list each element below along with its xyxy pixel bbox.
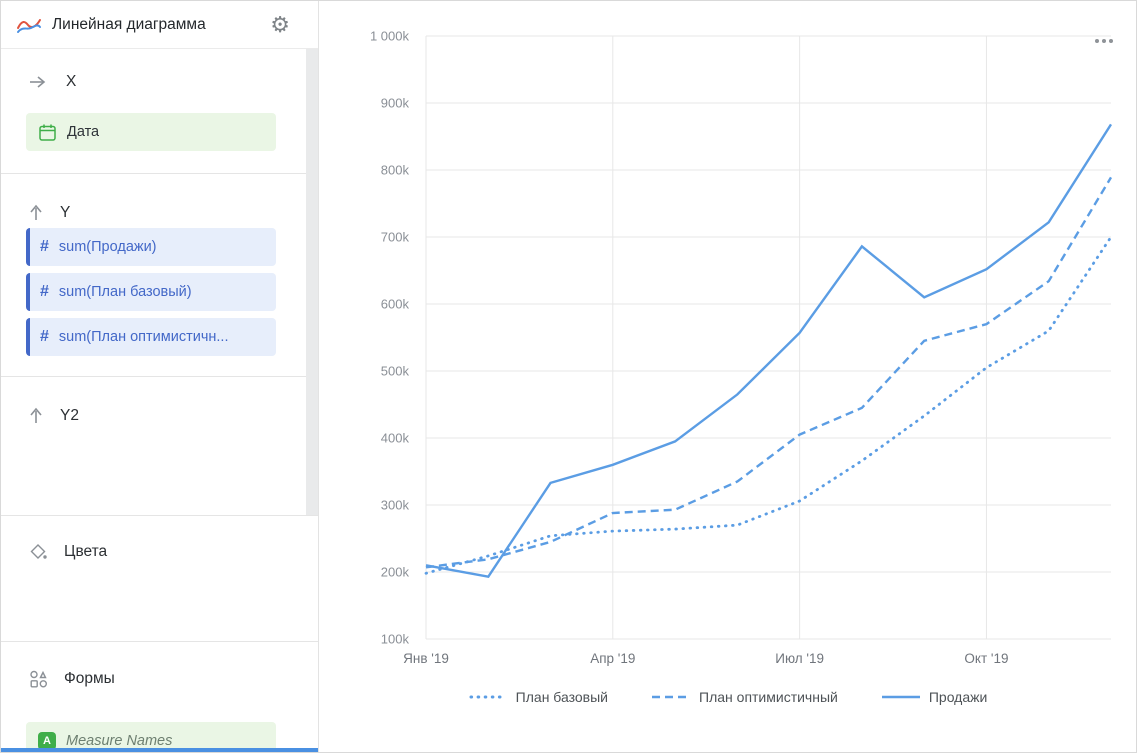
y-axis-tick-label: 100k bbox=[381, 632, 410, 647]
y-axis-tick-label: 900k bbox=[381, 96, 410, 111]
letter-a-icon: A bbox=[38, 732, 56, 750]
field-chip-sum-sales[interactable]: # sum(Продажи) bbox=[26, 228, 276, 266]
hash-icon: # bbox=[40, 328, 49, 345]
field-chip-sum-plan-base[interactable]: # sum(План базовый) bbox=[26, 273, 276, 311]
section-colors-header: Цвета bbox=[1, 537, 318, 567]
section-colors-label: Цвета bbox=[64, 543, 108, 560]
field-chip-date[interactable]: Дата bbox=[26, 113, 276, 151]
y-axis-tick-label: 400k bbox=[381, 431, 410, 446]
y-axis-tick-label: 200k bbox=[381, 565, 410, 580]
line-chart: 100k 200k 300k 400k 500k 600k 700k 800k 900k 1 00… bbox=[370, 29, 1113, 666]
section-colors: Цвета bbox=[1, 537, 318, 642]
section-shapes-header: Формы bbox=[1, 664, 318, 694]
field-chip-label: Measure Names bbox=[66, 733, 173, 749]
section-y2: Y2 bbox=[1, 377, 318, 431]
y-axis-tick-label: 600k bbox=[381, 297, 410, 312]
legend-item-plan-optimistic[interactable]: План оптимистичный bbox=[652, 689, 838, 705]
section-y: Y # sum(Продажи) # sum(План базовый) # s… bbox=[1, 174, 318, 377]
y-axis-tick-label: 500k bbox=[381, 364, 410, 379]
series-line-solid[interactable] bbox=[425, 123, 1113, 579]
hash-icon: # bbox=[40, 283, 49, 300]
section-x: X Дата bbox=[1, 49, 318, 174]
y-axis-tick-label: 800k bbox=[381, 163, 410, 178]
field-chip-label: Дата bbox=[67, 124, 100, 140]
calendar-icon bbox=[38, 123, 57, 142]
section-y2-header: Y2 bbox=[1, 401, 318, 431]
arrow-up-icon bbox=[28, 406, 44, 426]
section-shapes-label: Формы bbox=[64, 670, 115, 687]
chart-menu-button[interactable] bbox=[1091, 35, 1117, 47]
sidebar-horizontal-scrollbar[interactable] bbox=[1, 748, 318, 752]
legend-item-sales[interactable]: Продажи bbox=[881, 689, 988, 705]
y-axis-tick-label: 300k bbox=[381, 498, 410, 513]
field-chip-sum-plan-optimistic[interactable]: # sum(План оптимистичн... bbox=[26, 318, 276, 356]
section-shapes: Формы A Measure Names bbox=[1, 642, 318, 752]
x-axis-tick-label: Июл '19 bbox=[775, 651, 824, 666]
line-chart-logo-icon bbox=[15, 13, 43, 37]
y-axis-tick-label: 700k bbox=[381, 230, 410, 245]
dashed-line-icon bbox=[652, 695, 691, 699]
section-x-label: X bbox=[66, 73, 77, 90]
divider bbox=[1, 173, 306, 174]
divider bbox=[1, 376, 306, 377]
field-chip-label: sum(Продажи) bbox=[58, 239, 157, 255]
sidebar-header: Линейная диаграмма ⚙ bbox=[1, 1, 318, 49]
section-y-header: Y bbox=[1, 198, 318, 228]
chart-legend: План базовый План оптимистичный Продажи bbox=[319, 689, 1136, 705]
dotted-line-icon bbox=[469, 695, 507, 699]
sidebar-scroll-region: X Дата bbox=[1, 49, 318, 516]
solid-line-icon bbox=[881, 695, 920, 699]
sidebar-scrollbar[interactable] bbox=[306, 49, 318, 515]
paint-bucket-icon bbox=[28, 542, 48, 562]
y-axis-tick-label: 1 000k bbox=[370, 29, 410, 44]
series-line-dashed[interactable] bbox=[425, 176, 1113, 569]
arrow-right-icon bbox=[28, 74, 50, 90]
section-y2-label: Y2 bbox=[60, 407, 79, 424]
series-line-dotted[interactable] bbox=[424, 235, 1113, 575]
legend-label: План оптимистичный bbox=[699, 689, 838, 705]
section-x-header: X bbox=[1, 67, 318, 97]
hash-icon: # bbox=[40, 238, 49, 255]
section-y-label: Y bbox=[60, 204, 71, 221]
x-axis-tick-label: Апр '19 bbox=[590, 651, 635, 666]
x-axis-tick-label: Окт '19 bbox=[964, 651, 1008, 666]
chart-panel: 100k 200k 300k 400k 500k 600k 700k 800k 900k 1 00… bbox=[319, 1, 1136, 752]
gear-icon[interactable]: ⚙ bbox=[270, 11, 290, 37]
shapes-icon bbox=[28, 669, 48, 689]
sidebar: Линейная диаграмма ⚙ X bbox=[1, 1, 319, 752]
legend-item-plan-base[interactable]: План базовый bbox=[469, 689, 608, 705]
legend-label: План базовый bbox=[515, 689, 609, 705]
field-chip-label: sum(План оптимистичн... bbox=[58, 329, 229, 345]
field-chip-label: sum(План базовый) bbox=[58, 284, 192, 300]
arrow-up-icon bbox=[28, 203, 44, 223]
field-chip-measure-names[interactable]: A Measure Names bbox=[26, 722, 276, 752]
x-axis-tick-label: Янв '19 bbox=[403, 651, 449, 666]
legend-label: Продажи bbox=[928, 689, 988, 705]
page-title: Линейная диаграмма bbox=[52, 15, 206, 33]
